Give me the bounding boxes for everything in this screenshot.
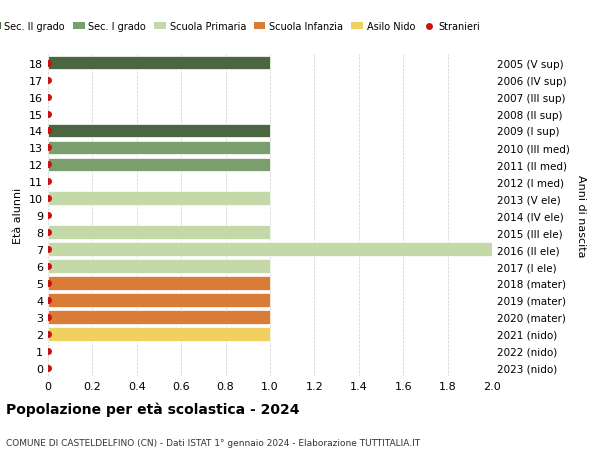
Legend: Sec. II grado, Sec. I grado, Scuola Primaria, Scuola Infanzia, Asilo Nido, Stran: Sec. II grado, Sec. I grado, Scuola Prim… bbox=[0, 18, 484, 36]
Bar bbox=[48, 141, 270, 155]
Bar bbox=[48, 310, 270, 324]
Bar bbox=[48, 260, 270, 273]
Text: COMUNE DI CASTELDELFINO (CN) - Dati ISTAT 1° gennaio 2024 - Elaborazione TUTTITA: COMUNE DI CASTELDELFINO (CN) - Dati ISTA… bbox=[6, 438, 420, 447]
Bar bbox=[48, 124, 270, 138]
Bar bbox=[48, 226, 270, 240]
Bar bbox=[48, 327, 270, 341]
Bar bbox=[48, 158, 270, 172]
Bar bbox=[48, 277, 270, 290]
Y-axis label: Anni di nascita: Anni di nascita bbox=[577, 174, 586, 257]
Bar bbox=[48, 192, 270, 206]
Y-axis label: Età alunni: Età alunni bbox=[13, 188, 23, 244]
Bar bbox=[48, 243, 492, 256]
Text: Popolazione per età scolastica - 2024: Popolazione per età scolastica - 2024 bbox=[6, 402, 299, 416]
Bar bbox=[48, 57, 270, 70]
Bar bbox=[48, 293, 270, 307]
